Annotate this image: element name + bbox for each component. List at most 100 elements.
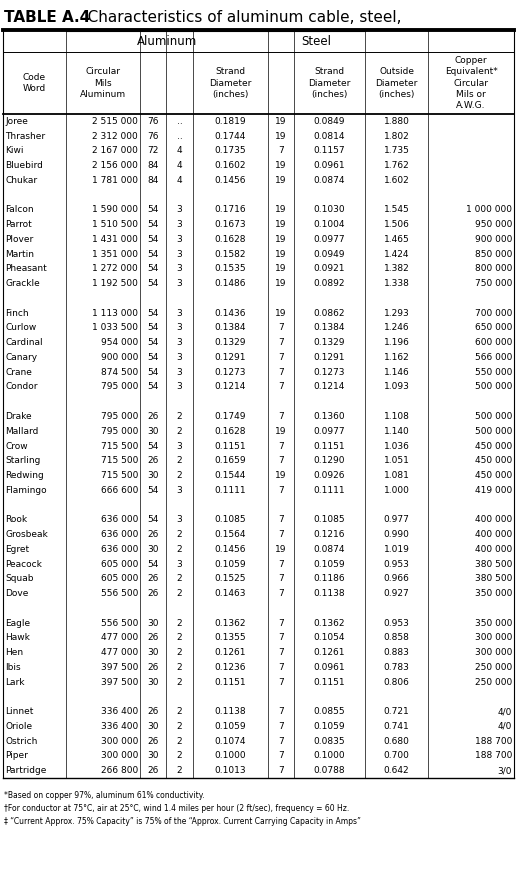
Text: 0.1004: 0.1004 [314, 220, 345, 229]
Text: 7: 7 [278, 456, 284, 465]
Text: 0.1329: 0.1329 [215, 338, 246, 347]
Text: 2: 2 [177, 707, 183, 716]
Text: 54: 54 [147, 220, 159, 229]
Text: 1.762: 1.762 [384, 161, 409, 170]
Text: Starling: Starling [5, 456, 40, 465]
Text: 2 156 000: 2 156 000 [92, 161, 138, 170]
Text: Code
Word: Code Word [23, 73, 46, 93]
Text: 1 351 000: 1 351 000 [92, 250, 138, 259]
Text: 950 000: 950 000 [475, 220, 512, 229]
Text: 0.953: 0.953 [384, 618, 409, 627]
Text: 0.1628: 0.1628 [215, 235, 246, 244]
Text: 2 515 000: 2 515 000 [92, 117, 138, 126]
Text: 0.1085: 0.1085 [215, 516, 246, 525]
Text: 4/0: 4/0 [498, 707, 512, 716]
Text: 0.1273: 0.1273 [215, 368, 246, 377]
Text: 4: 4 [177, 146, 183, 155]
Text: Ostrich: Ostrich [5, 736, 37, 746]
Text: 0.977: 0.977 [384, 516, 409, 525]
Text: 76: 76 [147, 117, 159, 126]
Text: Piper: Piper [5, 751, 28, 760]
Text: 7: 7 [278, 589, 284, 598]
Text: 0.1186: 0.1186 [314, 574, 345, 583]
Text: Kiwi: Kiwi [5, 146, 23, 155]
Text: 0.858: 0.858 [384, 633, 409, 642]
Text: 1.802: 1.802 [384, 132, 409, 141]
Text: Strand
Diameter
(inches): Strand Diameter (inches) [209, 67, 252, 98]
Text: 2: 2 [177, 722, 183, 731]
Text: 0.1111: 0.1111 [314, 486, 345, 494]
Text: 19: 19 [275, 427, 287, 436]
Text: 0.1463: 0.1463 [215, 589, 246, 598]
Text: 1.506: 1.506 [384, 220, 409, 229]
Text: 2: 2 [177, 545, 183, 554]
Text: 4/0: 4/0 [498, 722, 512, 731]
Text: 1.081: 1.081 [384, 471, 409, 480]
Text: 19: 19 [275, 471, 287, 480]
Text: 0.1744: 0.1744 [215, 132, 246, 141]
Text: 0.1054: 0.1054 [314, 633, 345, 642]
Text: 300 000: 300 000 [475, 648, 512, 657]
Text: 336 400: 336 400 [101, 722, 138, 731]
Text: 0.1329: 0.1329 [314, 338, 345, 347]
Text: 0.1582: 0.1582 [215, 250, 246, 259]
Text: 7: 7 [278, 383, 284, 392]
Text: 1.246: 1.246 [384, 323, 409, 332]
Text: 0.1456: 0.1456 [215, 176, 246, 185]
Text: 0.0921: 0.0921 [314, 264, 345, 274]
Text: 19: 19 [275, 308, 287, 318]
Text: 54: 54 [147, 516, 159, 525]
Text: 0.1486: 0.1486 [215, 279, 246, 288]
Text: 188 700: 188 700 [475, 736, 512, 746]
Text: 450 000: 450 000 [475, 441, 512, 450]
Text: 54: 54 [147, 383, 159, 392]
Text: 7: 7 [278, 618, 284, 627]
Text: 0.1216: 0.1216 [314, 530, 345, 539]
Text: 0.1436: 0.1436 [215, 308, 246, 318]
Text: 0.1138: 0.1138 [215, 707, 246, 716]
Text: 54: 54 [147, 338, 159, 347]
Text: 1.036: 1.036 [384, 441, 409, 450]
Text: Aluminum: Aluminum [137, 35, 197, 48]
Text: 30: 30 [147, 618, 159, 627]
Text: 0.1564: 0.1564 [215, 530, 246, 539]
Text: 7: 7 [278, 678, 284, 687]
Text: 30: 30 [147, 751, 159, 760]
Text: 7: 7 [278, 633, 284, 642]
Text: 636 000: 636 000 [101, 530, 138, 539]
Text: 0.0874: 0.0874 [314, 545, 345, 554]
Text: 650 000: 650 000 [475, 323, 512, 332]
Text: 419 000: 419 000 [475, 486, 512, 494]
Text: 2 167 000: 2 167 000 [92, 146, 138, 155]
Text: 2 312 000: 2 312 000 [92, 132, 138, 141]
Text: Canary: Canary [5, 353, 37, 362]
Text: 1.162: 1.162 [384, 353, 409, 362]
Text: 1.465: 1.465 [384, 235, 409, 244]
Text: 72: 72 [147, 146, 159, 155]
Text: Plover: Plover [5, 235, 33, 244]
Text: 3: 3 [177, 264, 183, 274]
Text: 2: 2 [177, 574, 183, 583]
Text: 0.0788: 0.0788 [314, 766, 345, 775]
Text: 30: 30 [147, 678, 159, 687]
Text: 1.545: 1.545 [384, 206, 409, 214]
Text: 0.0855: 0.0855 [314, 707, 345, 716]
Text: 19: 19 [275, 279, 287, 288]
Text: 1.735: 1.735 [384, 146, 409, 155]
Text: 19: 19 [275, 161, 287, 170]
Text: 400 000: 400 000 [475, 530, 512, 539]
Text: 2: 2 [177, 412, 183, 421]
Text: 0.680: 0.680 [384, 736, 409, 746]
Text: 0.1360: 0.1360 [314, 412, 345, 421]
Text: 666 600: 666 600 [101, 486, 138, 494]
Text: Mallard: Mallard [5, 427, 38, 436]
Text: 30: 30 [147, 545, 159, 554]
Text: 250 000: 250 000 [475, 663, 512, 672]
Text: 76: 76 [147, 132, 159, 141]
Text: Crow: Crow [5, 441, 27, 450]
Text: 795 000: 795 000 [101, 383, 138, 392]
Text: Joree: Joree [5, 117, 28, 126]
Text: 0.1525: 0.1525 [215, 574, 246, 583]
Text: 397 500: 397 500 [101, 663, 138, 672]
Text: Outside
Diameter
(inches): Outside Diameter (inches) [375, 67, 418, 98]
